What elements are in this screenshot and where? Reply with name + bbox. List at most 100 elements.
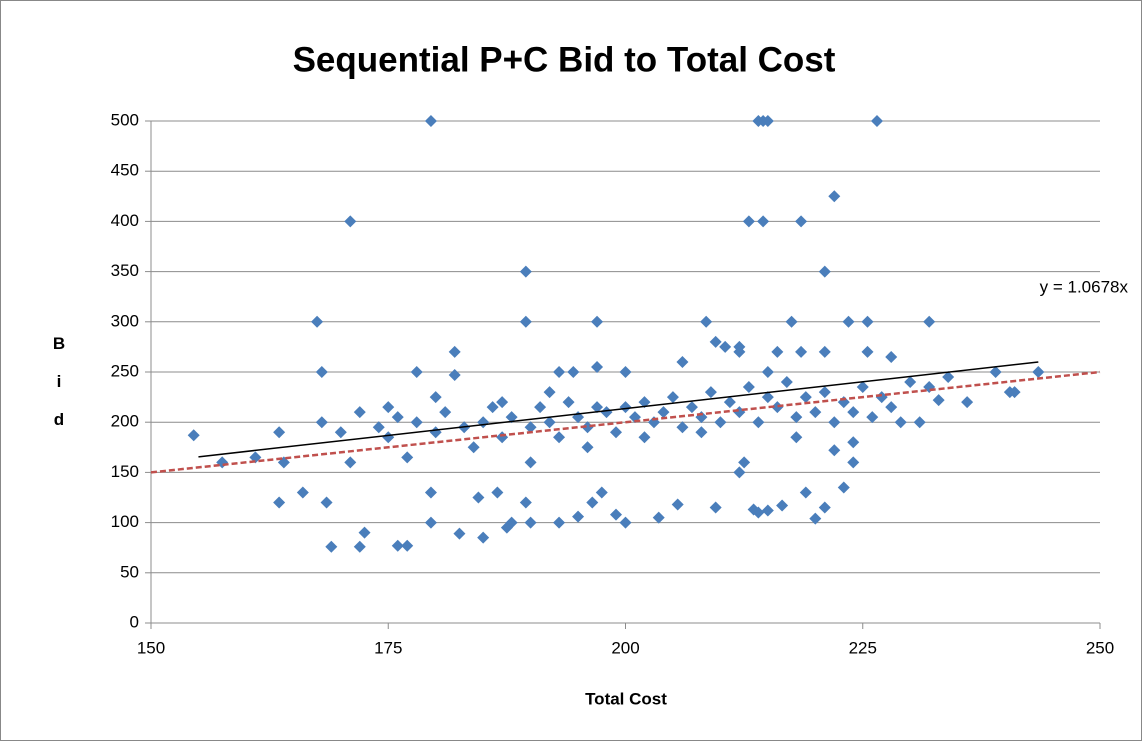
point — [671, 498, 684, 511]
point — [818, 386, 831, 399]
point — [709, 501, 722, 514]
point — [619, 366, 632, 378]
point — [676, 421, 689, 434]
point — [619, 516, 632, 529]
point — [553, 516, 566, 529]
point — [776, 499, 789, 512]
point — [795, 215, 808, 228]
point — [738, 456, 751, 469]
point — [448, 369, 461, 382]
point — [344, 215, 357, 228]
point — [875, 391, 888, 404]
point — [429, 391, 442, 404]
x-tick-label: 225 — [849, 638, 877, 657]
point — [353, 540, 366, 553]
point — [1032, 366, 1045, 378]
point — [424, 486, 437, 499]
reference-line — [150, 370, 1101, 474]
point — [847, 456, 860, 469]
point — [847, 436, 860, 449]
trendline — [198, 361, 1039, 458]
point — [477, 531, 490, 544]
point — [486, 401, 499, 414]
point — [315, 416, 328, 429]
point — [885, 350, 898, 363]
point — [553, 366, 566, 378]
point — [685, 401, 698, 414]
point — [391, 411, 404, 424]
point — [439, 406, 452, 419]
point — [311, 315, 324, 328]
point — [273, 496, 286, 509]
point — [358, 526, 371, 539]
point — [524, 421, 537, 434]
point — [942, 371, 955, 384]
point — [273, 426, 286, 439]
point — [505, 411, 518, 424]
point — [847, 406, 860, 419]
y-tick-label: 50 — [120, 562, 139, 581]
trendline-label: y = 1.0678x — [1040, 277, 1129, 296]
x-tick-label: 175 — [374, 638, 402, 657]
point — [861, 345, 874, 358]
point — [296, 486, 309, 499]
point — [676, 355, 689, 368]
point — [586, 496, 599, 509]
point — [861, 315, 874, 328]
point — [856, 381, 869, 394]
point — [695, 426, 708, 439]
point — [1008, 386, 1021, 399]
point — [543, 386, 556, 399]
y-tick-label: 250 — [111, 361, 139, 380]
point — [752, 416, 765, 429]
point — [524, 516, 537, 529]
point — [704, 386, 717, 399]
point — [842, 315, 855, 328]
point — [610, 508, 623, 521]
point — [657, 406, 670, 419]
point — [809, 406, 822, 419]
point — [894, 416, 907, 429]
point — [809, 512, 822, 525]
point — [771, 345, 784, 358]
point — [600, 406, 613, 419]
point — [591, 401, 604, 414]
point — [491, 486, 504, 499]
point — [733, 466, 746, 479]
point — [595, 486, 608, 499]
y-tick-label: 200 — [111, 412, 139, 431]
point — [719, 340, 732, 353]
point — [534, 401, 547, 414]
point — [320, 496, 333, 509]
point — [818, 501, 831, 514]
point — [401, 451, 414, 464]
point — [567, 366, 580, 378]
point — [382, 431, 395, 444]
point — [913, 416, 926, 429]
point — [799, 486, 812, 499]
y-axis-title: Bid — [52, 334, 66, 429]
point — [553, 431, 566, 444]
point — [496, 396, 509, 409]
point — [315, 366, 328, 378]
point — [249, 451, 262, 464]
point — [752, 506, 765, 519]
point — [524, 456, 537, 469]
point — [828, 190, 841, 203]
point — [700, 315, 713, 328]
point — [505, 516, 518, 529]
point — [562, 396, 575, 409]
point — [761, 504, 774, 517]
point — [818, 345, 831, 358]
x-tick-label: 200 — [611, 638, 639, 657]
point — [453, 527, 466, 540]
point — [666, 391, 679, 404]
point — [401, 539, 414, 552]
point — [742, 215, 755, 228]
point — [519, 315, 532, 328]
point — [771, 401, 784, 414]
point — [761, 366, 774, 378]
point — [572, 510, 585, 523]
point — [932, 394, 945, 407]
